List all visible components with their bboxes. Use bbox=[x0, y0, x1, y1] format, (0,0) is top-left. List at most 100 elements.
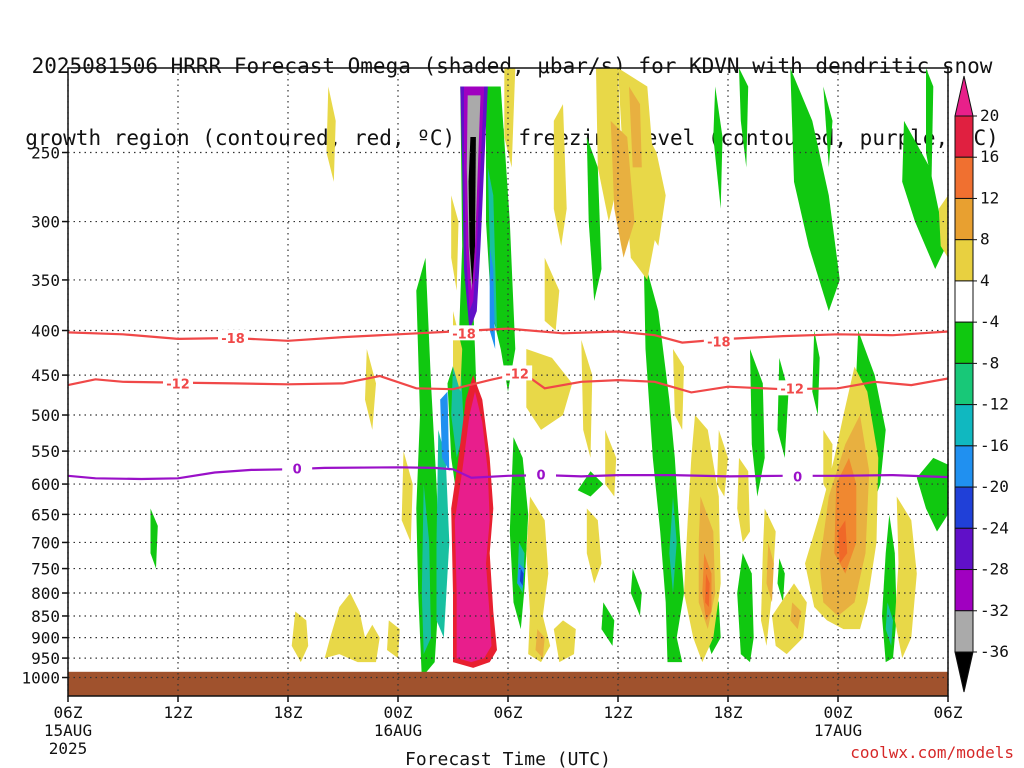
colorbar-label-4: 4 bbox=[980, 271, 990, 290]
ground-fill bbox=[68, 671, 948, 696]
contour-label-bg-2-1 bbox=[526, 466, 556, 482]
contour-label-2-1: 0 bbox=[536, 468, 545, 483]
omega-region--8-16 bbox=[777, 357, 789, 458]
omega-shading-layer bbox=[150, 68, 948, 678]
y-tick-label-550: 550 bbox=[31, 442, 60, 461]
omega-region--12-2 bbox=[451, 357, 464, 458]
colorbar-swatch-9 bbox=[954, 486, 974, 529]
omega-region--8-23 bbox=[902, 120, 947, 270]
omega-region-4-2 bbox=[387, 620, 400, 659]
omega-region-4-10 bbox=[526, 496, 551, 663]
x-tick-label-0: 06Z bbox=[54, 703, 83, 722]
x-tick-label-48: 06Z bbox=[934, 703, 963, 722]
x-tick-label-18: 00Z bbox=[384, 703, 413, 722]
contour-label-bg-1-1 bbox=[502, 365, 533, 381]
omega-region-8-6 bbox=[790, 602, 802, 630]
x-tick-label-6: 12Z bbox=[164, 703, 193, 722]
colorbar-swatch-3 bbox=[954, 239, 974, 282]
omega-region-4-21 bbox=[717, 429, 728, 497]
contour-label-bg-2-0 bbox=[282, 460, 313, 476]
omega-region-4-5 bbox=[365, 349, 376, 430]
omega-region--12-1 bbox=[436, 429, 450, 638]
colorbar-label-1: 16 bbox=[980, 147, 999, 166]
y-tick-label-400: 400 bbox=[31, 322, 60, 341]
x-tick-year-0: 2025 bbox=[49, 739, 88, 758]
omega-region-4-14 bbox=[581, 339, 593, 458]
colorbar-swatch-2 bbox=[954, 197, 974, 241]
omega-region--20-0 bbox=[519, 568, 524, 586]
y-tick-label-800: 800 bbox=[31, 584, 60, 603]
contour-label-2-2: 0 bbox=[793, 470, 802, 485]
omega-region--8-20 bbox=[823, 86, 833, 168]
omega-region--8-22 bbox=[882, 514, 897, 663]
omega-region-4-27 bbox=[894, 496, 917, 659]
contour-label-1-2: -12 bbox=[780, 382, 804, 397]
credit-link[interactable]: coolwx.com/models bbox=[850, 743, 1014, 762]
omega-region--8-10 bbox=[643, 257, 684, 663]
omega-region--36-0 bbox=[468, 137, 476, 286]
contour-label-1-0: -12 bbox=[166, 377, 190, 392]
y-tick-label-300: 300 bbox=[31, 213, 60, 232]
omega-region-4-11 bbox=[544, 257, 560, 331]
colorbar-swatch-5 bbox=[954, 321, 974, 364]
colorbar-label-11: -28 bbox=[980, 560, 1009, 579]
omega-region-4-26 bbox=[823, 429, 833, 497]
x-tick-date-0: 15AUG bbox=[44, 721, 92, 740]
contour-label-bg-1-0 bbox=[163, 375, 193, 391]
y-tick-label-350: 350 bbox=[31, 271, 60, 290]
colorbar-swatch-1 bbox=[954, 156, 974, 199]
omega-region-8-4 bbox=[535, 629, 545, 659]
omega-region-4-6 bbox=[451, 195, 459, 291]
colorbar: 20 16 12 8 4 -4 -8 -12 -16 -20 -24 -28 -32 -36 bbox=[954, 75, 1009, 693]
colorbar-label-6: -8 bbox=[980, 353, 999, 372]
colorbar-label-2: 12 bbox=[980, 188, 999, 207]
colorbar-label-13: -36 bbox=[980, 642, 1009, 661]
y-tick-label-900: 900 bbox=[31, 629, 60, 648]
omega-region--8-9 bbox=[630, 568, 642, 616]
contour-label-0-2: -18 bbox=[707, 336, 731, 351]
omega-region-4-3 bbox=[401, 451, 413, 543]
omega-region-4-0 bbox=[324, 593, 380, 663]
colorbar-label-8: -16 bbox=[980, 436, 1009, 455]
omega-region--8-19 bbox=[812, 330, 820, 415]
colorbar-label-7: -12 bbox=[980, 395, 1009, 414]
omega-region-16-0 bbox=[705, 573, 710, 607]
y-tick-label-650: 650 bbox=[31, 505, 60, 524]
colorbar-label-12: -32 bbox=[980, 601, 1009, 620]
y-tick-label-250: 250 bbox=[31, 144, 60, 163]
omega-region--8-12 bbox=[713, 86, 723, 209]
x-tick-date-42: 17AUG bbox=[814, 721, 862, 740]
contour-label-bg-0-1 bbox=[449, 325, 479, 341]
omega-region--8-7 bbox=[601, 602, 615, 646]
omega-region-4-8 bbox=[504, 68, 516, 168]
x-axis-label: Forecast Time (UTC) bbox=[405, 749, 611, 768]
colorbar-bottom-arrow bbox=[954, 651, 974, 693]
omega-region--8-4 bbox=[509, 437, 529, 630]
colorbar-label-3: 8 bbox=[980, 230, 990, 249]
contour-label-bg-1-2 bbox=[777, 380, 808, 396]
omega-region-4-4 bbox=[326, 86, 336, 182]
omega-region--16-1 bbox=[489, 246, 496, 349]
y-tick-label-450: 450 bbox=[31, 366, 60, 385]
x-tick-label-24: 06Z bbox=[494, 703, 523, 722]
omega-region--8-24 bbox=[916, 457, 948, 532]
omega-region-4-29 bbox=[605, 429, 617, 497]
colorbar-label-0: 20 bbox=[980, 106, 999, 125]
y-tick-label-600: 600 bbox=[31, 475, 60, 494]
contour-label-0-0: -18 bbox=[221, 332, 245, 347]
contour-label-2-0: 0 bbox=[293, 463, 302, 478]
colorbar-swatch-4 bbox=[954, 280, 974, 323]
omega-region--12-3 bbox=[487, 167, 497, 331]
omega-region--8-8 bbox=[586, 137, 602, 301]
colorbar-label-9: -20 bbox=[980, 477, 1009, 496]
colorbar-swatch-8 bbox=[954, 445, 974, 488]
omega-region--8-13 bbox=[739, 68, 749, 168]
omega-region-8-0 bbox=[610, 120, 635, 258]
colorbar-top-arrow bbox=[954, 75, 974, 117]
colorbar-swatch-12 bbox=[954, 610, 974, 653]
colorbar-swatch-0 bbox=[954, 115, 974, 158]
y-tick-label-950: 950 bbox=[31, 649, 60, 668]
colorbar-swatch-7 bbox=[954, 404, 974, 447]
y-tick-label-1000: 1000 bbox=[21, 669, 60, 688]
